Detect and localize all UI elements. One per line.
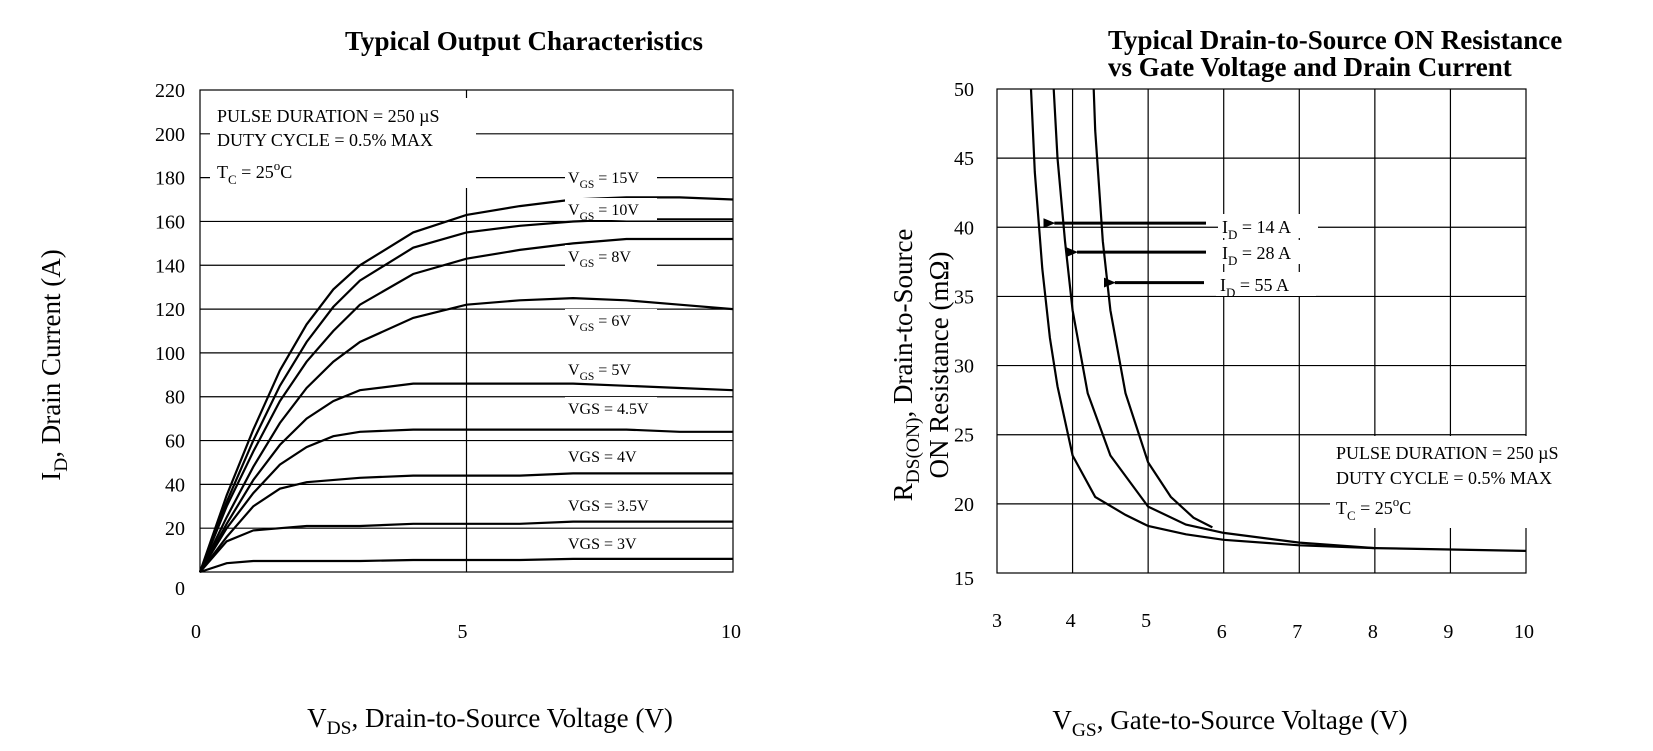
left-series-label-bg — [565, 397, 657, 419]
left-series-label-bg — [565, 358, 657, 380]
left-y-tick-label: 100 — [155, 343, 185, 365]
right-y-axis-label-line2: ON Resistance (mΩ) — [924, 251, 954, 478]
right-note-duty: DUTY CYCLE = 0.5% MAX — [1336, 468, 1552, 488]
left-series-label: VGS = 3V — [568, 536, 637, 553]
left-x-tick-label: 10 — [721, 621, 741, 643]
left-series-label: VGS = 4V — [568, 449, 637, 466]
output-characteristics-chart: Typical Output Characteristics 0 20 40 60 80… — [36, 26, 741, 739]
left-note-tc: TC = 25oC — [217, 158, 292, 187]
left-y-tick-label: 20 — [165, 518, 185, 540]
left-series-label: VGS = 5V — [568, 362, 631, 383]
right-x-tick-label: 3 — [992, 610, 1002, 632]
left-series-label-bg — [565, 494, 657, 516]
left-series-line-4V — [199, 472, 733, 573]
right-series-label-bg — [1218, 240, 1318, 264]
right-note-pulse: PULSE DURATION = 250 µS — [1336, 443, 1559, 463]
right-plot-frame — [996, 88, 1527, 574]
left-series-curves — [198, 196, 734, 574]
left-y-tick-label: 60 — [165, 431, 185, 453]
right-x-tick-label: 7 — [1292, 621, 1302, 643]
right-y-tick-label: 50 — [954, 79, 974, 101]
right-y-tick-label: 20 — [954, 494, 974, 516]
right-y-tick-labels: 15 20 25 30 35 40 45 50 — [954, 79, 974, 590]
left-series-line-8V — [198, 237, 733, 573]
left-series-line-45V — [199, 428, 733, 573]
right-series-line-28A — [1052, 88, 1375, 550]
left-y-tick-label: 40 — [165, 474, 185, 496]
left-x-tick-label: 5 — [458, 621, 468, 643]
right-series-label-bg — [1216, 272, 1316, 296]
left-x-tick-label: 0 — [191, 621, 201, 643]
right-series-curves — [1029, 88, 1527, 552]
left-series-label: VGS = 6V — [568, 313, 631, 334]
left-note-pulse: PULSE DURATION = 250 µS — [217, 106, 440, 126]
left-y-tick-label: 220 — [155, 80, 185, 102]
left-chart-title: Typical Output Characteristics — [345, 26, 703, 56]
right-series-label: ID = 55 A — [1220, 275, 1289, 300]
left-series-label-bg — [565, 445, 657, 467]
right-x-tick-label: 10 — [1514, 621, 1534, 643]
right-chart-title-line2: vs Gate Voltage and Drain Current — [1108, 52, 1512, 82]
left-notes-background — [210, 98, 476, 188]
right-y-tick-label: 30 — [954, 356, 974, 378]
right-note-tc: TC = 25oC — [1336, 494, 1411, 523]
left-series-label-bg — [565, 309, 657, 331]
right-x-axis-label: VGS, Gate-to-Source Voltage (V) — [1052, 705, 1407, 741]
left-y-tick-labels: 0 20 40 60 80 100 120 140 160 180 200 220 — [155, 80, 185, 600]
right-y-axis-label-line1: RDS(ON), Drain-to-Source — [888, 229, 924, 502]
left-series-line-3V — [199, 557, 733, 574]
left-series-label-bg — [565, 532, 657, 554]
left-y-tick-label: 120 — [155, 299, 185, 321]
right-notes-background — [1330, 436, 1602, 528]
left-x-axis-label: VDS, Drain-to-Source Voltage (V) — [307, 703, 673, 739]
left-series-label-bg — [565, 166, 657, 188]
right-y-tick-label: 45 — [954, 148, 974, 170]
left-series-label-bg — [565, 198, 657, 220]
left-series-line-35V — [199, 520, 733, 573]
right-x-tick-label: 9 — [1443, 621, 1453, 643]
left-series-line-6V — [199, 296, 734, 573]
left-series-line-5V — [199, 382, 734, 573]
on-resistance-chart: Typical Drain-to-Source ON Resistance vs… — [888, 25, 1602, 741]
left-y-tick-label: 140 — [155, 255, 185, 277]
left-note-duty: DUTY CYCLE = 0.5% MAX — [217, 130, 433, 150]
left-series-label: VGS = 8V — [568, 249, 631, 270]
right-x-tick-label: 4 — [1066, 610, 1076, 632]
right-y-tick-label: 25 — [954, 425, 974, 447]
right-x-tick-label: 8 — [1368, 621, 1378, 643]
left-y-tick-label: 200 — [155, 124, 185, 146]
left-y-tick-label: 0 — [175, 578, 185, 600]
left-series-labels: VGS = 15V VGS = 10V VGS = 8V VGS = 6V VGS = … — [565, 166, 657, 554]
left-y-tick-label: 180 — [155, 168, 185, 190]
left-series-label: VGS = 4.5V — [568, 401, 649, 418]
right-x-tick-labels: 3 4 5 6 7 8 9 10 — [992, 610, 1534, 643]
left-series-label-bg — [565, 245, 657, 267]
right-x-tick-label: 5 — [1141, 610, 1151, 632]
left-series-line-15V — [198, 196, 734, 573]
right-series-label-bg — [1218, 214, 1318, 238]
left-series-label: VGS = 15V — [568, 170, 639, 191]
left-series-label: VGS = 3.5V — [568, 498, 649, 515]
right-y-tick-label: 40 — [954, 217, 974, 239]
right-series-labels: ID = 14 AID = 28 A ID = 55 A — [1043, 214, 1318, 300]
right-chart-title-line1: Typical Drain-to-Source ON Resistance — [1108, 25, 1562, 55]
right-series-label: ID = 14 A — [1222, 217, 1291, 242]
right-y-tick-label: 35 — [954, 286, 974, 308]
left-y-tick-label: 80 — [165, 387, 185, 409]
right-x-tick-label: 6 — [1217, 621, 1227, 643]
left-x-tick-labels: 0 5 10 — [191, 621, 741, 643]
left-y-axis-label: ID, Drain Current (A) — [36, 249, 72, 480]
right-y-tick-label: 15 — [954, 568, 974, 590]
left-series-label: VGS = 10V — [568, 202, 639, 223]
left-y-tick-label: 160 — [155, 211, 185, 233]
right-series-line-55A — [1092, 88, 1213, 529]
right-series-label: ID = 28 A — [1222, 243, 1291, 268]
